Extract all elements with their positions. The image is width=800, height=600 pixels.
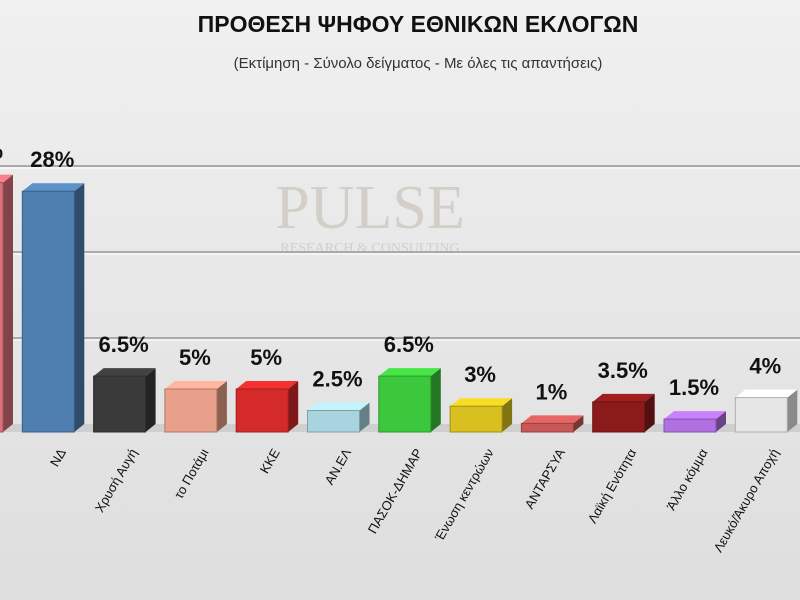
value-label: 5% xyxy=(179,345,211,370)
bar-side xyxy=(216,381,227,432)
value-label: 1% xyxy=(536,379,568,404)
value-label: 6.5% xyxy=(99,332,149,357)
bar-top xyxy=(93,368,156,377)
chart-subtitle: (Εκτίμηση - Σύνολο δείγματος - Με όλες τ… xyxy=(234,55,603,72)
bar xyxy=(93,375,147,433)
bar-side xyxy=(716,411,726,432)
bar-side xyxy=(430,368,441,432)
watermark-brand: PULSE xyxy=(275,174,464,242)
bar-side xyxy=(787,389,798,432)
bar-side xyxy=(74,183,85,432)
bar-side xyxy=(502,398,513,432)
bar-side xyxy=(644,393,655,432)
bar-top xyxy=(0,174,13,183)
bar-side xyxy=(3,174,13,432)
value-label: 1.5% xyxy=(669,375,719,400)
bar-side xyxy=(288,381,299,432)
bar-side xyxy=(145,368,156,432)
bar xyxy=(734,397,788,433)
bar xyxy=(378,375,432,433)
value-label: 4% xyxy=(749,354,781,379)
value-label: 6.5% xyxy=(384,332,434,357)
bar xyxy=(164,388,218,433)
value-label: 3.5% xyxy=(598,358,648,383)
bar-side xyxy=(573,415,584,432)
bar-top xyxy=(735,389,798,398)
bar xyxy=(663,418,717,433)
bar xyxy=(307,410,360,433)
bar xyxy=(449,405,503,433)
bar-top xyxy=(592,393,655,402)
value-label: 5% xyxy=(250,345,282,370)
bar-top xyxy=(378,368,441,377)
bar-top xyxy=(22,183,85,192)
value-label: 28% xyxy=(30,147,74,172)
bar-top xyxy=(521,415,584,424)
bar-side xyxy=(359,402,370,432)
bar xyxy=(592,401,646,433)
value-label: 29% xyxy=(0,139,3,164)
bar-top xyxy=(164,381,227,389)
bar-top xyxy=(664,411,726,420)
value-label: 2.5% xyxy=(312,367,362,392)
bar xyxy=(235,388,289,433)
bar-top xyxy=(307,402,370,411)
bar-top xyxy=(236,381,299,389)
value-label: 3% xyxy=(464,362,496,387)
bar xyxy=(21,190,75,433)
bar xyxy=(520,422,574,433)
chart-title: ΠΡΟΘΕΣΗ ΨΗΦΟΥ ΕΘΝΙΚΩΝ ΕΚΛΟΓΩΝ xyxy=(198,11,639,37)
bar xyxy=(0,182,4,433)
bar-top xyxy=(450,398,513,407)
